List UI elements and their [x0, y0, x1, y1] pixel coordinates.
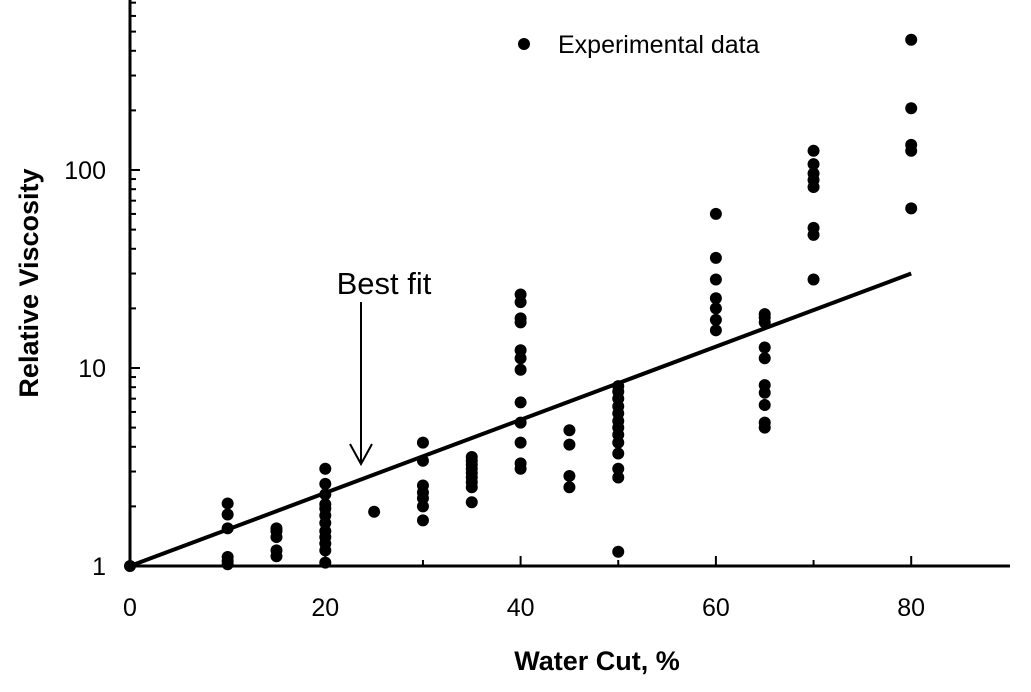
- annotation-label: Best fit: [337, 266, 432, 301]
- data-point: [563, 438, 576, 451]
- data-point: [905, 138, 918, 151]
- data-point: [416, 436, 429, 449]
- data-point: [563, 469, 576, 482]
- data-point: [612, 471, 625, 484]
- data-point: [319, 556, 332, 569]
- data-point: [319, 488, 332, 501]
- data-point: [416, 514, 429, 527]
- data-point: [709, 292, 722, 305]
- data-point: [416, 479, 429, 492]
- data-point: [221, 508, 234, 521]
- y-tick-label: 1: [92, 553, 106, 581]
- x-axis-title: Water Cut, %: [514, 646, 680, 676]
- data-point: [514, 416, 527, 429]
- data-point: [758, 416, 771, 429]
- data-point: [905, 102, 918, 115]
- annotation-arrowhead: [349, 443, 373, 467]
- x-tick-label: 0: [123, 594, 137, 622]
- data-point: [807, 221, 820, 234]
- data-point: [319, 462, 332, 475]
- y-axis-title: Relative Viscosity: [14, 168, 44, 397]
- data-point: [758, 352, 771, 365]
- data-point: [416, 454, 429, 467]
- data-point: [612, 447, 625, 460]
- data-point: [709, 302, 722, 315]
- data-point: [514, 363, 527, 376]
- data-point: [758, 308, 771, 321]
- data-point: [514, 457, 527, 470]
- data-point: [368, 505, 381, 518]
- x-tick-label: 40: [507, 594, 535, 622]
- data-point: [807, 144, 820, 157]
- data-point: [563, 424, 576, 437]
- x-tick-label: 80: [897, 594, 925, 622]
- data-point: [319, 498, 332, 511]
- data-points-layer: [124, 33, 918, 572]
- data-point: [124, 560, 136, 572]
- data-point: [709, 324, 722, 337]
- y-tick-label: 10: [78, 355, 106, 383]
- data-point: [270, 544, 283, 557]
- data-point: [612, 545, 625, 558]
- data-point: [807, 158, 820, 171]
- x-tick-label: 20: [311, 594, 339, 622]
- x-tick-label: 60: [702, 594, 730, 622]
- data-point: [514, 436, 527, 449]
- data-point: [514, 288, 527, 301]
- data-point: [221, 497, 234, 510]
- y-tick-label: 100: [64, 157, 106, 185]
- data-point: [905, 33, 918, 46]
- data-point: [612, 380, 625, 393]
- data-point: [319, 477, 332, 490]
- data-point: [758, 399, 771, 412]
- legend-marker: [518, 38, 530, 50]
- data-point: [807, 167, 820, 180]
- data-point: [514, 312, 527, 325]
- data-point: [709, 207, 722, 220]
- data-point: [514, 396, 527, 409]
- data-point: [758, 341, 771, 354]
- data-point: [612, 462, 625, 475]
- data-point: [709, 313, 722, 326]
- data-point: [563, 481, 576, 494]
- data-point: [905, 202, 918, 215]
- data-point: [514, 344, 527, 357]
- data-point: [758, 379, 771, 392]
- data-point: [221, 522, 234, 535]
- legend: Experimental data: [518, 31, 760, 59]
- data-point: [807, 273, 820, 286]
- best-fit-annotation: Best fit: [337, 266, 432, 467]
- data-point: [221, 551, 234, 564]
- tick-labels: 0 20 40 60 80 1 10 100: [64, 157, 925, 622]
- data-point: [270, 522, 283, 535]
- legend-label: Experimental data: [558, 31, 760, 59]
- data-point: [465, 496, 478, 509]
- data-point: [465, 451, 478, 464]
- data-point: [709, 273, 722, 286]
- data-point: [709, 251, 722, 264]
- axes: [128, 0, 1010, 568]
